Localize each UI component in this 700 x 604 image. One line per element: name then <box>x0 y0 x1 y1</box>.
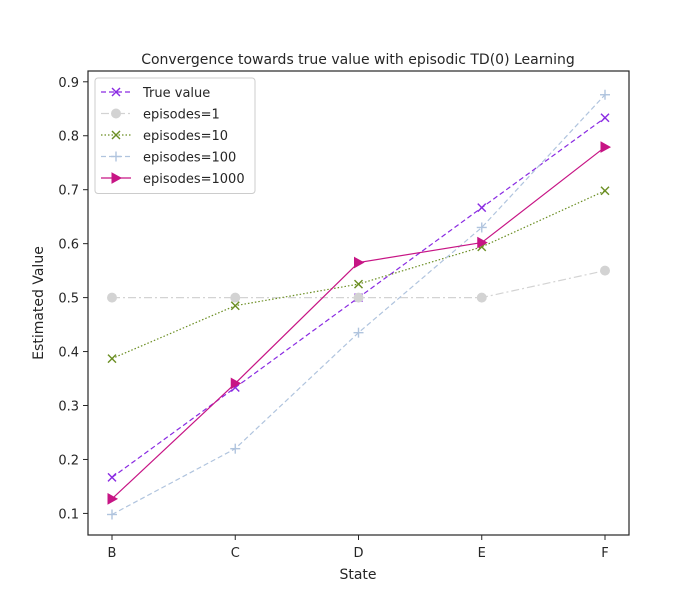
data-point-episodes-1-d <box>353 292 364 303</box>
x-tick-label-b: B <box>108 546 117 561</box>
y-tick-label-0-5: 0.5 <box>58 292 79 307</box>
legend-item-episodes-100: episodes=100 <box>101 151 236 166</box>
legend-item-episodes-1000: episodes=1000 <box>101 172 245 187</box>
legend-label-episodes-10: episodes=10 <box>143 129 228 144</box>
legend: True value episodes=1 episodes=10 episodes=… <box>94 77 256 194</box>
data-point-episodes-1000-b <box>107 493 119 505</box>
y-tick-label-0-1: 0.1 <box>58 507 79 522</box>
y-tick-label-0-4: 0.4 <box>58 346 79 361</box>
data-point-true-value-e <box>477 203 487 213</box>
data-point-episodes-1000-d <box>354 256 365 269</box>
data-point-episodes-100-b <box>107 509 117 520</box>
legend-item-true-value: True value <box>101 86 210 101</box>
x-axis-label: State <box>339 567 376 583</box>
data-point-episodes-1-b <box>107 292 117 303</box>
data-point-episodes-100-f <box>600 89 610 100</box>
series-episodes-1000 <box>107 141 612 505</box>
y-tick-label-0-7: 0.7 <box>58 184 79 199</box>
y-tick-label-0-6: 0.6 <box>58 238 79 253</box>
data-point-true-value-f <box>600 113 610 123</box>
legend-item-episodes-10: episodes=10 <box>101 129 228 144</box>
plot-area <box>107 89 612 520</box>
data-point-episodes-1000-f <box>600 141 612 153</box>
data-point-episodes-1000-e <box>477 236 488 249</box>
chart-title: Convergence towards true value with epis… <box>141 52 575 68</box>
data-point-episodes-1-c <box>230 292 241 303</box>
y-tick-label-0-8: 0.8 <box>58 130 79 145</box>
series-episodes-1 <box>107 265 610 303</box>
data-point-episodes-10-f <box>600 186 610 196</box>
legend-label-episodes-1: episodes=1 <box>143 108 220 123</box>
legend-label-true-value: True value <box>142 86 210 101</box>
legend-marker-episodes-1000 <box>111 172 123 184</box>
legend-marker-episodes-1 <box>111 108 121 119</box>
legend-label-episodes-1000: episodes=1000 <box>143 172 245 187</box>
y-tick-label-0-2: 0.2 <box>58 453 79 468</box>
x-tick-label-e: E <box>478 546 486 561</box>
data-point-episodes-100-d <box>353 327 364 338</box>
data-point-episodes-100-c <box>230 443 241 454</box>
data-point-episodes-10-d <box>354 279 363 289</box>
legend-marker-episodes-100 <box>111 151 121 162</box>
y-axis-label: Estimated Value <box>31 246 47 360</box>
y-tick-label-0-9: 0.9 <box>58 76 79 91</box>
series-episodes-10 <box>107 186 610 364</box>
series-line-episodes-1000 <box>111 146 606 500</box>
data-point-episodes-1-f <box>600 265 610 276</box>
data-point-episodes-1000-c <box>230 377 242 390</box>
data-point-episodes-100-e <box>476 222 487 233</box>
x-tick-label-f: F <box>601 546 608 561</box>
legend-marker-true-value <box>111 87 121 97</box>
data-point-true-value-b <box>107 472 117 482</box>
legend-box <box>94 77 256 194</box>
legend-item-episodes-1: episodes=1 <box>101 108 220 123</box>
data-point-episodes-10-c <box>230 301 240 311</box>
x-tick-label-c: C <box>231 546 240 561</box>
x-tick-label-d: D <box>353 546 363 561</box>
data-point-episodes-1-e <box>476 292 487 303</box>
series-episodes-100 <box>107 89 610 520</box>
legend-label-episodes-100: episodes=100 <box>143 151 236 166</box>
y-tick-label-0-3: 0.3 <box>58 400 79 415</box>
data-point-episodes-10-b <box>107 354 117 364</box>
y-axis: 0.1 0.2 0.3 0.4 0.5 0.6 0.7 0.8 0.9 <box>58 76 88 522</box>
x-axis: B C D E F <box>108 535 609 561</box>
legend-marker-episodes-10 <box>111 130 121 140</box>
